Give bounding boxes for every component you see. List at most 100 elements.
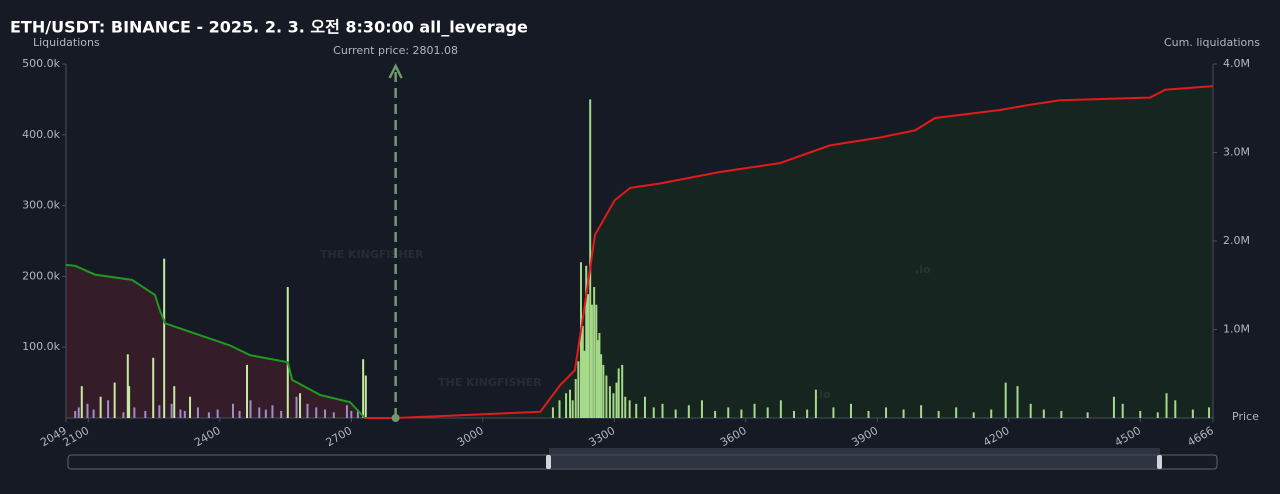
bar <box>207 412 210 418</box>
bar <box>144 410 147 418</box>
bar <box>1156 412 1159 418</box>
bar <box>74 410 77 418</box>
bar <box>350 410 353 418</box>
bar <box>356 409 359 418</box>
x-tick-label: 2100 <box>61 424 92 449</box>
bar <box>617 368 620 418</box>
y-tick-label: 100.0k <box>22 340 60 353</box>
x-tick-label: 3900 <box>850 424 881 449</box>
bar <box>113 382 116 418</box>
current-price-dot <box>391 414 400 422</box>
bar <box>571 400 574 418</box>
bar <box>753 403 756 418</box>
bar <box>652 407 655 418</box>
y2-axis-label: Cum. liquidations <box>1164 36 1260 49</box>
bar <box>1121 403 1124 418</box>
x-tick-label: 3300 <box>587 424 618 449</box>
x-tick-label: 4666 <box>1185 424 1216 449</box>
bar <box>574 379 577 418</box>
bar <box>1086 412 1089 418</box>
bar <box>1174 400 1177 418</box>
bar <box>196 407 199 418</box>
bar <box>585 265 588 418</box>
bar <box>628 400 631 418</box>
watermark: THE KINGFISHER <box>320 248 424 261</box>
bar <box>1060 410 1063 418</box>
bar <box>766 407 769 418</box>
bar <box>332 412 335 418</box>
bar <box>315 407 318 418</box>
bar <box>1112 396 1115 418</box>
bar <box>189 396 192 418</box>
bar <box>587 294 590 418</box>
bar <box>700 400 703 418</box>
bar <box>1208 407 1211 418</box>
bar <box>216 409 219 418</box>
bar <box>1191 409 1194 418</box>
bar <box>740 409 743 418</box>
bar <box>324 409 327 418</box>
bar <box>1042 409 1045 418</box>
areas <box>66 86 1213 418</box>
scroll-handle[interactable] <box>1157 455 1162 469</box>
bar <box>122 412 125 418</box>
line <box>65 263 366 419</box>
bar <box>597 340 600 418</box>
scroll-thumb[interactable] <box>549 448 1160 469</box>
bar <box>152 357 155 418</box>
bar <box>885 407 888 418</box>
x-tick-label: 4500 <box>1112 424 1143 449</box>
bar <box>295 396 298 418</box>
y-tick-label: 200.0k <box>22 269 60 282</box>
x-tick-label: 3000 <box>455 424 486 449</box>
bar <box>643 396 646 418</box>
bar <box>577 361 580 418</box>
bar <box>179 409 182 418</box>
bar <box>569 389 572 418</box>
bar <box>814 389 817 418</box>
bar <box>806 409 809 418</box>
bar <box>92 409 95 418</box>
bar <box>362 359 365 418</box>
y2-tick-label: 2.0M <box>1223 234 1250 247</box>
bar <box>661 403 664 418</box>
bar <box>286 287 289 418</box>
bar <box>183 410 186 418</box>
bar <box>602 364 605 418</box>
bar <box>902 409 905 418</box>
bar <box>86 403 89 418</box>
bar <box>937 410 940 418</box>
bar <box>600 354 603 418</box>
x-tick-label: 3600 <box>718 424 749 449</box>
bar <box>107 400 110 418</box>
bar <box>955 407 958 418</box>
bar <box>306 403 309 418</box>
bar <box>558 400 561 418</box>
y2-tick-label: 4.0M <box>1223 57 1250 70</box>
bar <box>258 407 261 418</box>
bar <box>246 364 249 418</box>
x-tick-label: 4200 <box>981 424 1012 449</box>
bar <box>674 409 677 418</box>
watermark-suffix: .io <box>915 263 931 276</box>
current-price-label: Current price: 2801.08 <box>333 44 458 57</box>
bar <box>158 405 161 418</box>
x-axis-label: Price <box>1232 410 1259 423</box>
scroll-handle[interactable] <box>546 455 551 469</box>
bar <box>589 99 592 419</box>
bar <box>593 287 596 418</box>
y-tick-label: 400.0k <box>22 128 60 141</box>
bar <box>615 382 618 418</box>
bar <box>264 409 267 418</box>
bar <box>128 386 131 418</box>
bar <box>832 407 835 418</box>
bar <box>163 258 166 418</box>
bar <box>170 403 173 418</box>
bar <box>1016 386 1019 418</box>
bar <box>635 403 638 418</box>
bar <box>99 396 102 418</box>
x-tick-label: 2400 <box>192 424 223 449</box>
bar <box>792 410 795 418</box>
bar <box>231 403 234 418</box>
